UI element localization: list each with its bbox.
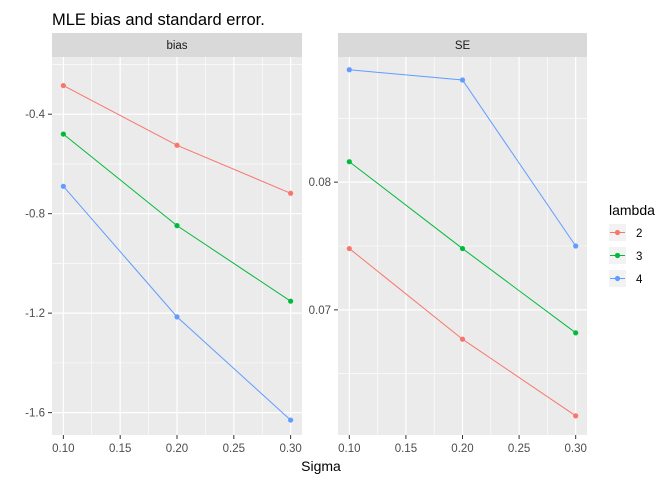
data-point-lambda-2 [573, 413, 579, 419]
facet-strip [52, 33, 302, 57]
data-point-lambda-3 [459, 245, 466, 252]
y-tick-label: -1.2 [25, 308, 45, 320]
panel-se: SE 0.10 0.15 0.20 0.25 0.30 0.08 0.07 [309, 33, 587, 455]
data-point-lambda-4 [60, 183, 66, 189]
y-tick-label: -0.8 [25, 209, 45, 221]
data-point-lambda-2 [459, 336, 466, 342]
x-axis-label: Sigma [301, 458, 341, 474]
data-point-lambda-4 [174, 314, 180, 320]
data-point-lambda-4 [459, 77, 466, 83]
data-point-lambda-3 [174, 223, 180, 229]
data-point-lambda-4 [346, 67, 352, 73]
legend-title: lambda [609, 202, 655, 218]
legend-key-4: 4 [609, 270, 643, 287]
x-tick-label: 0.20 [451, 443, 473, 455]
y-tick-label: -0.4 [25, 109, 45, 121]
legend-label: 3 [636, 251, 642, 263]
chart-title: MLE bias and standard error. [52, 11, 265, 29]
x-tick-label: 0.15 [395, 443, 417, 455]
x-tick-label: 0.30 [564, 443, 586, 455]
data-point-lambda-4 [573, 243, 579, 249]
data-point-lambda-2 [174, 142, 180, 148]
x-tick-label: 0.10 [338, 443, 360, 455]
legend-key-3: 3 [609, 247, 642, 264]
legend-label: 4 [636, 274, 643, 286]
legend: lambda 2 3 4 [609, 202, 655, 287]
y-tick-label: 0.07 [309, 305, 331, 317]
x-tick-label: 0.25 [508, 443, 530, 455]
legend-keys: 2 3 4 [609, 224, 643, 287]
data-point-lambda-3 [346, 159, 352, 165]
facet-strip-label: SE [455, 40, 471, 52]
x-tick-label: 0.30 [279, 443, 301, 455]
data-point-lambda-2 [346, 245, 352, 252]
data-point-lambda-2 [60, 82, 66, 89]
data-point-lambda-3 [60, 131, 66, 137]
x-tick-label: 0.15 [109, 443, 131, 455]
x-tick-label: 0.10 [52, 443, 74, 455]
data-point-lambda-2 [288, 190, 294, 196]
data-point-lambda-4 [288, 417, 294, 423]
y-tick-label: 0.08 [309, 177, 331, 189]
legend-key-point [614, 229, 621, 236]
legend-key-point [614, 275, 621, 282]
legend-key-point [614, 252, 621, 259]
legend-label: 2 [636, 228, 642, 240]
panel-bias: bias 0.10 0.15 0.20 0.25 0.30 -0.4 -0.8 -1.2 -1.6 [25, 33, 302, 455]
y-tick-label: -1.6 [25, 408, 45, 420]
chart-panels: bias 0.10 0.15 0.20 0.25 0.30 -0.4 -0.8 -1.2 -1.6… [25, 33, 587, 455]
data-point-lambda-3 [288, 298, 294, 304]
x-tick-label: 0.20 [166, 443, 188, 455]
legend-key-2: 2 [609, 224, 642, 241]
facet-strip [338, 33, 587, 57]
data-point-lambda-3 [573, 330, 579, 336]
x-tick-label: 0.25 [223, 443, 245, 455]
facet-strip-label: bias [166, 40, 187, 52]
